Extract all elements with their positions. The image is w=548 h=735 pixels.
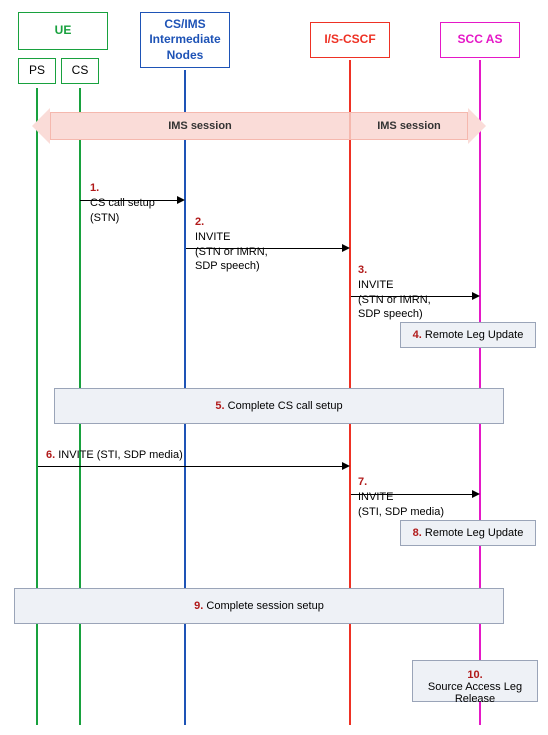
msg3-label: 3. INVITE (STN or IMRN, SDP speech) xyxy=(358,248,431,322)
note5-num: 5. xyxy=(215,400,224,412)
note10-text: Source Access Leg Release xyxy=(428,681,522,705)
msg1-arrow xyxy=(80,200,178,201)
msg1-label: 1. CS call setup (STN) xyxy=(90,166,155,225)
note10: 10. Source Access Leg Release xyxy=(412,660,538,702)
note9-text: Complete session setup xyxy=(206,600,323,612)
participant-ue-ps-label: PS xyxy=(29,63,45,79)
participant-ue-cs-label: CS xyxy=(72,63,89,79)
note4-num: 4. xyxy=(413,329,422,341)
session-right-label: IMS session xyxy=(377,120,441,132)
session-right: IMS session xyxy=(350,112,468,140)
note5: 5. Complete CS call setup xyxy=(54,388,504,424)
msg3-arrowhead xyxy=(472,292,480,300)
msg3-text: INVITE (STN or IMRN, SDP speech) xyxy=(358,279,431,321)
note8-text: Remote Leg Update xyxy=(425,527,523,539)
session-left-label: IMS session xyxy=(168,120,232,132)
msg2-arrowhead xyxy=(342,244,350,252)
msg1-num: 1. xyxy=(90,182,99,194)
participant-intermediate: CS/IMS Intermediate Nodes xyxy=(140,12,230,68)
session-arrow-left xyxy=(32,108,50,144)
session-left: IMS session xyxy=(50,112,350,140)
lifeline-ps xyxy=(36,88,38,725)
msg6-text: INVITE (STI, SDP media) xyxy=(58,449,183,461)
msg6-arrow xyxy=(38,466,343,467)
participant-iscscf-label: I/S-CSCF xyxy=(324,32,375,48)
msg7-arrowhead xyxy=(472,490,480,498)
note9: 9. Complete session setup xyxy=(14,588,504,624)
note8-num: 8. xyxy=(413,527,422,539)
note4: 4. Remote Leg Update xyxy=(400,322,536,348)
participant-iscscf: I/S-CSCF xyxy=(310,22,390,58)
msg6-arrowhead xyxy=(342,462,350,470)
msg1-arrowhead xyxy=(177,196,185,204)
msg3-arrow xyxy=(351,296,473,297)
note5-text: Complete CS call setup xyxy=(228,400,343,412)
msg3-num: 3. xyxy=(358,264,367,276)
participant-sccas: SCC AS xyxy=(440,22,520,58)
note8: 8. Remote Leg Update xyxy=(400,520,536,546)
participant-ue: UE xyxy=(18,12,108,50)
sequence-diagram: UE PS CS CS/IMS Intermediate Nodes I/S-C… xyxy=(0,0,548,735)
note9-num: 9. xyxy=(194,600,203,612)
msg7-label: 7. INVITE (STI, SDP media) xyxy=(358,460,444,519)
participant-sccas-label: SCC AS xyxy=(458,32,503,48)
session-arrow-right xyxy=(468,108,486,144)
note4-text: Remote Leg Update xyxy=(425,329,523,341)
msg2-num: 2. xyxy=(195,216,204,228)
msg2-label: 2. INVITE (STN or IMRN, SDP speech) xyxy=(195,200,268,274)
msg6-num: 6. xyxy=(46,449,55,461)
msg7-num: 7. xyxy=(358,476,367,488)
participant-ue-cs: CS xyxy=(61,58,99,84)
msg7-arrow xyxy=(351,494,473,495)
participant-ue-ps: PS xyxy=(18,58,56,84)
participant-intermediate-label: CS/IMS Intermediate Nodes xyxy=(149,17,220,64)
note10-num: 10. xyxy=(467,669,482,681)
msg2-arrow xyxy=(186,248,343,249)
msg2-text: INVITE (STN or IMRN, SDP speech) xyxy=(195,231,268,273)
msg6-label: 6. INVITE (STI, SDP media) xyxy=(46,448,183,463)
participant-ue-label: UE xyxy=(55,23,72,39)
